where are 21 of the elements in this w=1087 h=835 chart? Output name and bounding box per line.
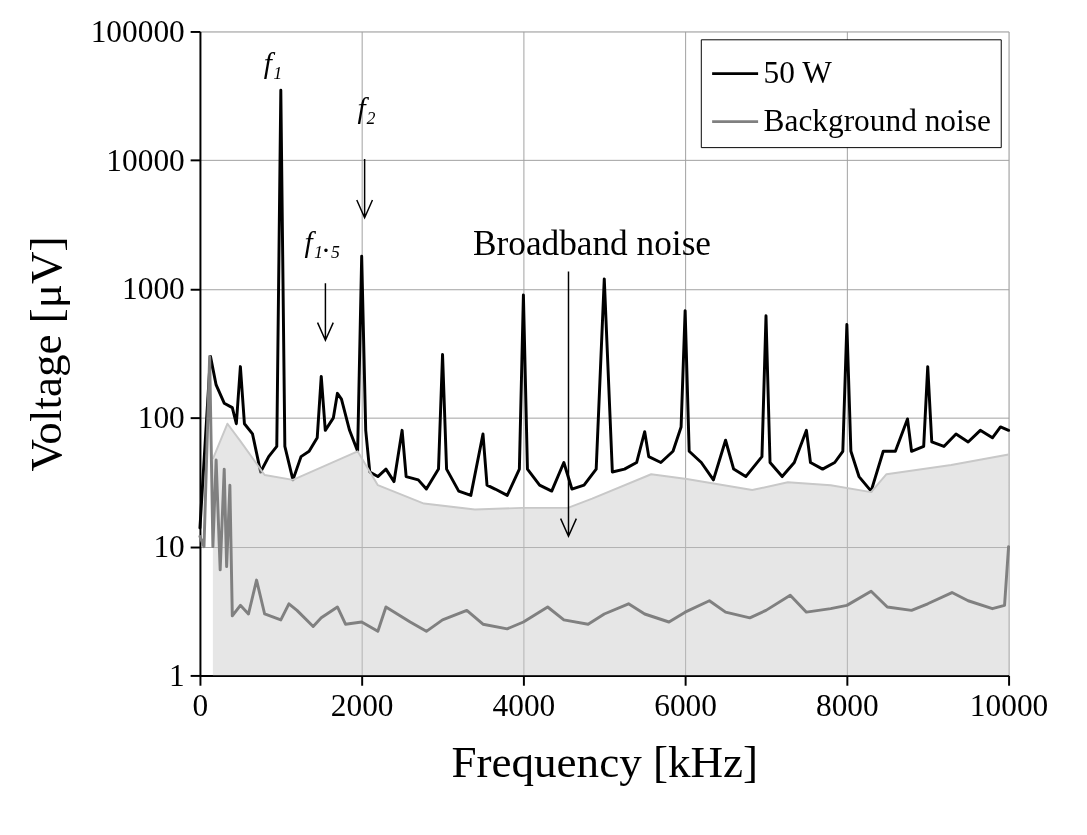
x-tick-label: 0 — [192, 688, 209, 724]
annotation: Broadband noise — [473, 223, 712, 263]
x-tick-label: 8000 — [815, 688, 879, 724]
y-axis-title: Voltage [μV] — [21, 236, 72, 472]
y-tick-label: 1 — [169, 657, 185, 693]
y-tick-label: 1000 — [122, 271, 185, 307]
x-tick-label: 2000 — [330, 688, 394, 724]
y-tick-label: 10 — [153, 528, 185, 564]
y-tick-label: 100000 — [90, 13, 185, 49]
annotation: f₂ — [357, 91, 376, 124]
x-axis-title: Frequency [kHz] — [451, 736, 759, 787]
legend-label: Background noise — [763, 103, 991, 139]
line-series — [198, 354, 1011, 633]
legend-label: 50 W — [763, 55, 833, 91]
annotation: f₁.₅ — [304, 226, 341, 259]
x-tick-label: 6000 — [654, 688, 717, 724]
y-tick-label: 100 — [137, 400, 185, 436]
annotation: f₁ — [263, 46, 283, 79]
x-tick-label: 4000 — [492, 688, 556, 724]
x-tick-label: 10000 — [969, 688, 1049, 724]
y-tick-label: 10000 — [106, 142, 185, 178]
